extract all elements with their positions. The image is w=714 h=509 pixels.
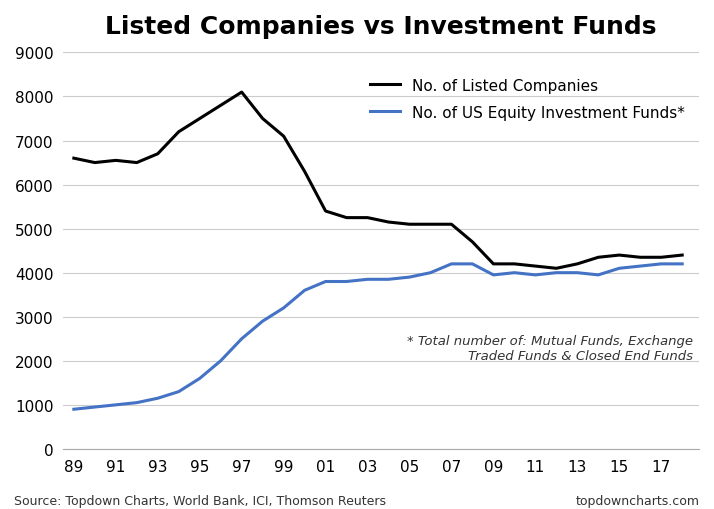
Line: No. of Listed Companies: No. of Listed Companies (74, 93, 682, 269)
No. of US Equity Investment Funds* (552, 270, 560, 276)
No. of US Equity Investment Funds* (636, 264, 645, 270)
Text: topdowncharts.com: topdowncharts.com (575, 494, 700, 507)
No. of Listed Companies (657, 254, 665, 261)
No. of Listed Companies (384, 219, 393, 225)
No. of US Equity Investment Funds* (237, 336, 246, 342)
No. of Listed Companies (301, 169, 309, 175)
No. of Listed Companies (531, 264, 540, 270)
No. of US Equity Investment Funds* (69, 406, 78, 412)
No. of Listed Companies (594, 254, 603, 261)
No. of US Equity Investment Funds* (573, 270, 582, 276)
No. of US Equity Investment Funds* (174, 389, 183, 395)
No. of Listed Companies (216, 103, 225, 109)
No. of US Equity Investment Funds* (196, 376, 204, 382)
No. of US Equity Investment Funds* (531, 272, 540, 278)
No. of Listed Companies (447, 222, 456, 228)
No. of Listed Companies (69, 156, 78, 162)
No. of Listed Companies (154, 151, 162, 157)
No. of Listed Companies (363, 215, 372, 221)
Text: Source: Topdown Charts, World Bank, ICI, Thomson Reuters: Source: Topdown Charts, World Bank, ICI,… (14, 494, 386, 507)
No. of US Equity Investment Funds* (678, 261, 686, 267)
No. of US Equity Investment Funds* (216, 358, 225, 364)
No. of US Equity Investment Funds* (489, 272, 498, 278)
No. of US Equity Investment Funds* (447, 261, 456, 267)
No. of US Equity Investment Funds* (342, 279, 351, 285)
No. of US Equity Investment Funds* (615, 266, 623, 272)
No. of US Equity Investment Funds* (133, 400, 141, 406)
No. of Listed Companies (678, 252, 686, 259)
No. of Listed Companies (258, 116, 267, 122)
No. of Listed Companies (406, 222, 414, 228)
No. of US Equity Investment Funds* (657, 261, 665, 267)
No. of Listed Companies (174, 129, 183, 135)
No. of Listed Companies (573, 261, 582, 267)
No. of Listed Companies (321, 209, 330, 215)
No. of Listed Companies (279, 134, 288, 140)
No. of US Equity Investment Funds* (510, 270, 518, 276)
No. of US Equity Investment Funds* (384, 277, 393, 283)
No. of Listed Companies (552, 266, 560, 272)
No. of US Equity Investment Funds* (468, 261, 477, 267)
No. of Listed Companies (342, 215, 351, 221)
No. of Listed Companies (133, 160, 141, 166)
Title: Listed Companies vs Investment Funds: Listed Companies vs Investment Funds (106, 15, 657, 39)
No. of Listed Companies (196, 116, 204, 122)
No. of US Equity Investment Funds* (91, 404, 99, 410)
No. of US Equity Investment Funds* (111, 402, 120, 408)
No. of US Equity Investment Funds* (363, 277, 372, 283)
No. of Listed Companies (615, 252, 623, 259)
No. of Listed Companies (636, 254, 645, 261)
Line: No. of US Equity Investment Funds*: No. of US Equity Investment Funds* (74, 264, 682, 409)
No. of US Equity Investment Funds* (321, 279, 330, 285)
No. of Listed Companies (489, 261, 498, 267)
No. of US Equity Investment Funds* (594, 272, 603, 278)
No. of US Equity Investment Funds* (258, 319, 267, 325)
No. of US Equity Investment Funds* (426, 270, 435, 276)
No. of Listed Companies (91, 160, 99, 166)
No. of US Equity Investment Funds* (301, 288, 309, 294)
No. of US Equity Investment Funds* (406, 274, 414, 280)
No. of Listed Companies (426, 222, 435, 228)
Legend: No. of Listed Companies, No. of US Equity Investment Funds*: No. of Listed Companies, No. of US Equit… (363, 73, 691, 127)
No. of Listed Companies (111, 158, 120, 164)
No. of Listed Companies (468, 239, 477, 245)
No. of US Equity Investment Funds* (279, 305, 288, 312)
No. of Listed Companies (237, 90, 246, 96)
No. of Listed Companies (510, 261, 518, 267)
No. of US Equity Investment Funds* (154, 395, 162, 402)
Text: * Total number of: Mutual Funds, Exchange
Traded Funds & Closed End Funds: * Total number of: Mutual Funds, Exchang… (407, 334, 693, 362)
